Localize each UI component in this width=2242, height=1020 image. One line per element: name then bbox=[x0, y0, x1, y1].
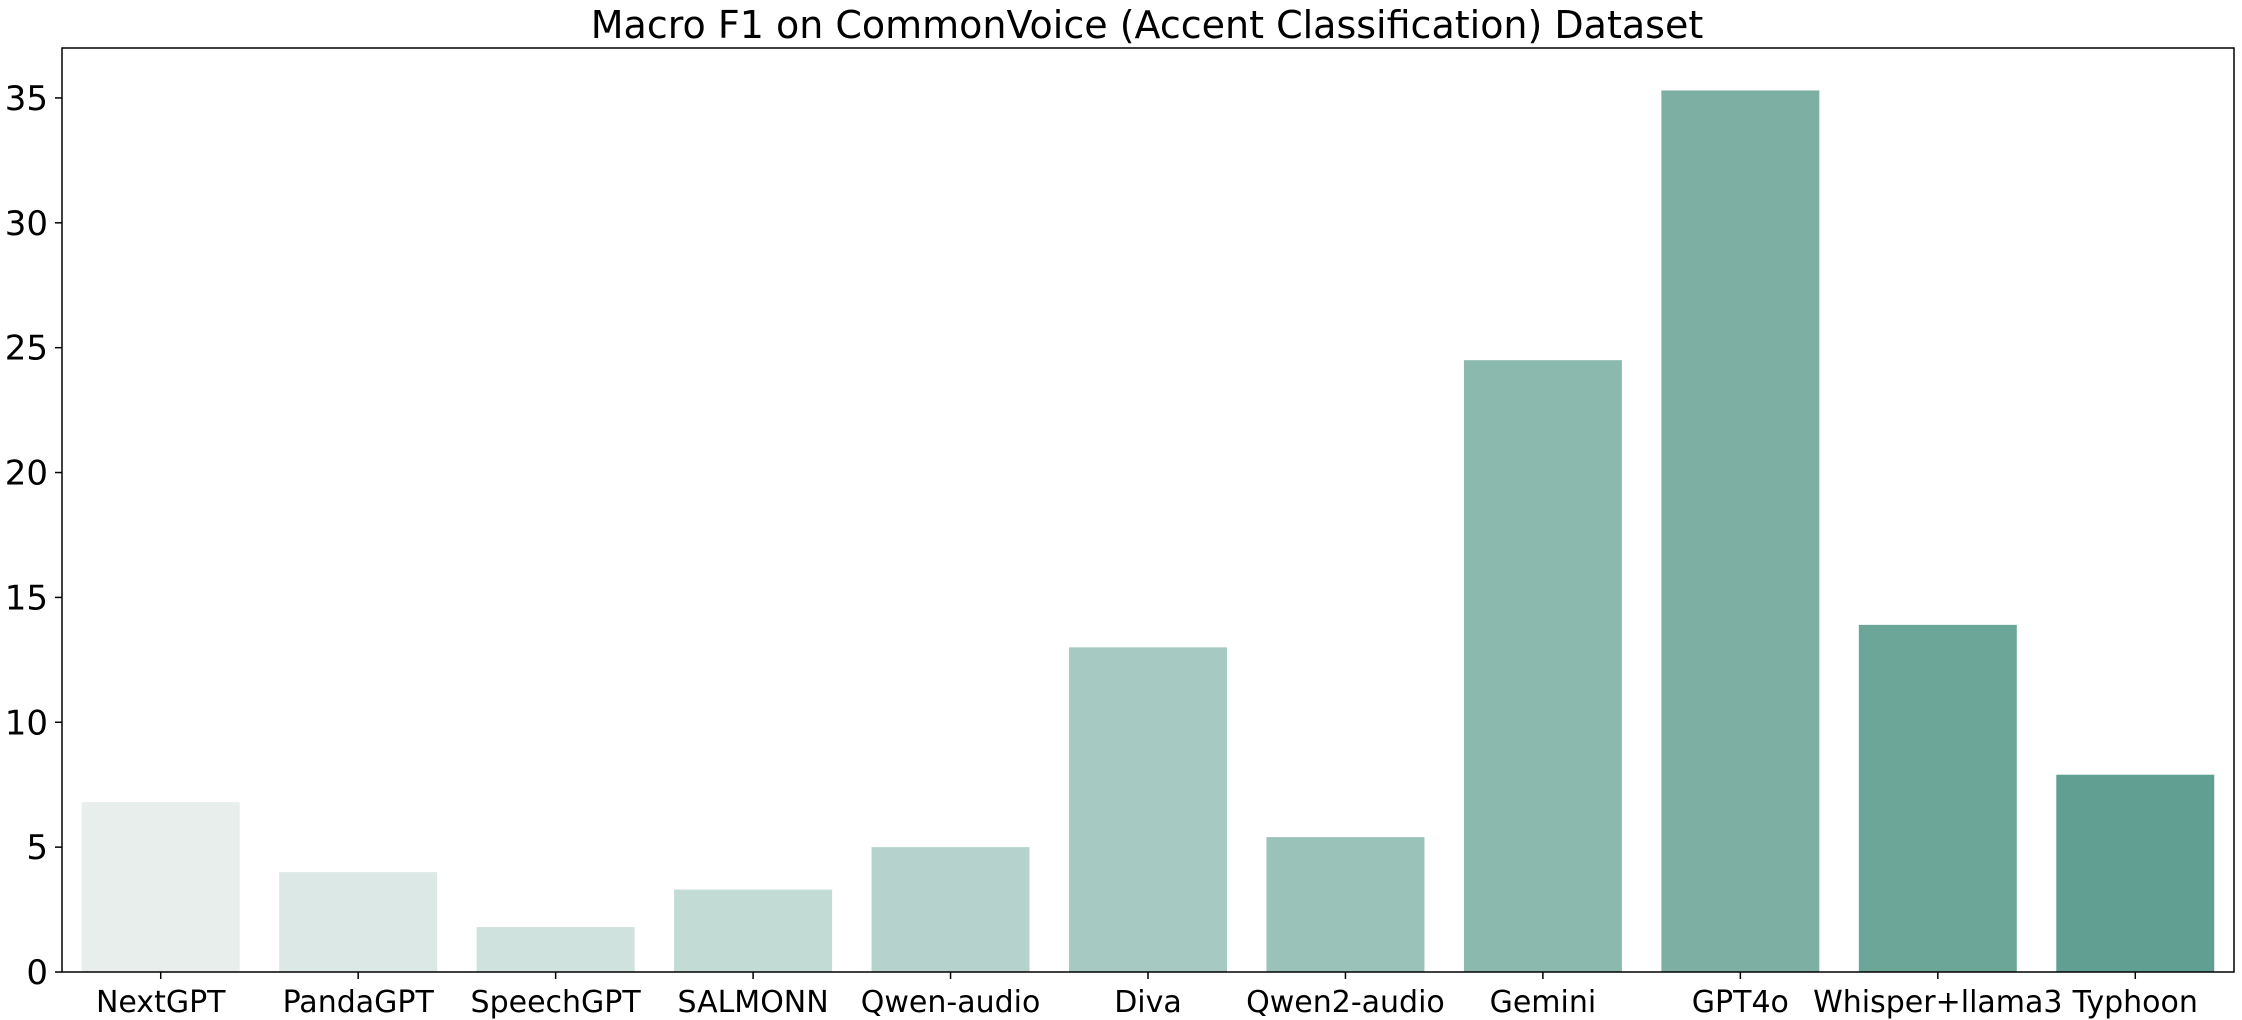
x-tick-label: Typhoon bbox=[2072, 985, 2198, 1020]
chart-title: Macro F1 on CommonVoice (Accent Classifi… bbox=[591, 3, 1703, 47]
y-tick-label: 15 bbox=[5, 578, 48, 618]
x-tick-label: Qwen-audio bbox=[861, 985, 1041, 1020]
y-tick-label: 30 bbox=[5, 204, 48, 244]
y-tick-label: 20 bbox=[5, 454, 48, 494]
y-axis: 0 5 10 15 20 25 30 35 bbox=[5, 79, 62, 993]
x-tick-label: NextGPT bbox=[96, 985, 226, 1020]
x-tick-label: PandaGPT bbox=[283, 985, 435, 1020]
x-axis: NextGPT PandaGPT SpeechGPT SALMONN Qwen-audi… bbox=[96, 972, 2198, 1020]
x-tick-label: GPT4o bbox=[1692, 985, 1789, 1020]
bar-pandagpt bbox=[279, 872, 438, 972]
x-tick-label: SpeechGPT bbox=[471, 985, 642, 1020]
y-tick-label: 10 bbox=[5, 703, 48, 743]
bar-gpt4o bbox=[1661, 90, 1820, 973]
bar-gemini bbox=[1463, 360, 1622, 972]
bar-diva bbox=[1069, 647, 1227, 972]
bar-salmonn bbox=[674, 889, 833, 972]
x-tick-label: SALMONN bbox=[677, 985, 828, 1020]
y-tick-label: 5 bbox=[26, 828, 48, 868]
bars-group bbox=[81, 90, 2215, 973]
bar-qwen-audio bbox=[871, 847, 1030, 972]
bar-typhoon bbox=[2056, 774, 2215, 972]
y-tick-label: 35 bbox=[5, 79, 48, 119]
bar-qwen2-audio bbox=[1266, 837, 1425, 972]
bar-speechgpt bbox=[476, 927, 635, 972]
x-tick-label: Gemini bbox=[1490, 985, 1597, 1020]
y-tick-label: 0 bbox=[26, 953, 48, 993]
bar-whisper-llama3 bbox=[1858, 624, 2017, 972]
plot-frame bbox=[61, 47, 2235, 973]
x-tick-label: Diva bbox=[1114, 985, 1182, 1020]
bar-nextgpt bbox=[81, 802, 240, 972]
y-tick-label: 25 bbox=[5, 329, 48, 369]
x-tick-label: Qwen2-audio bbox=[1246, 985, 1445, 1020]
x-tick-label: Whisper+llama3 bbox=[1813, 985, 2062, 1020]
